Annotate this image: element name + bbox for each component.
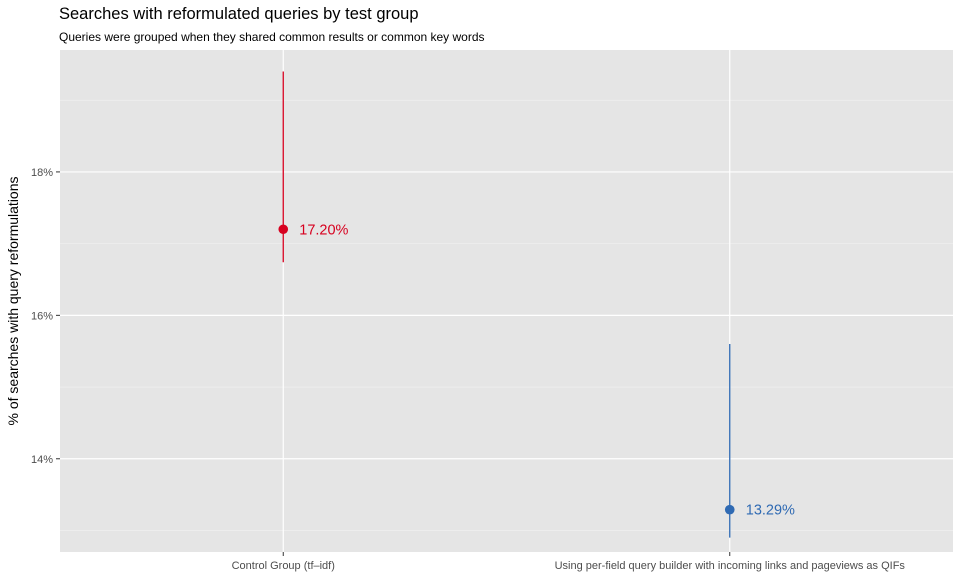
chart-subtitle: Queries were grouped when they shared co…	[59, 30, 485, 44]
major-gridlines	[60, 50, 953, 552]
chart-title: Searches with reformulated queries by te…	[59, 5, 419, 23]
y-axis: 14% 16% 18%	[31, 167, 60, 466]
x-tick-label: Control Group (tf–idf)	[232, 560, 335, 572]
y-tick-label: 18%	[31, 167, 53, 179]
plot-panel	[60, 50, 953, 552]
x-axis: Control Group (tf–idf) Using per-field qu…	[232, 552, 906, 572]
minor-gridlines	[60, 99, 953, 531]
y-tick-label: 14%	[31, 454, 53, 466]
chart-marks: 17.20% 13.29%	[278, 71, 795, 538]
data-point	[278, 224, 289, 235]
y-axis-title: % of searches with query reformulations	[5, 177, 21, 426]
x-tick-label: Using per-field query builder with incom…	[555, 560, 906, 572]
y-tick-label: 16%	[31, 310, 53, 322]
data-label: 13.29%	[746, 503, 795, 519]
data-point	[724, 504, 735, 515]
data-label: 17.20%	[299, 222, 348, 238]
